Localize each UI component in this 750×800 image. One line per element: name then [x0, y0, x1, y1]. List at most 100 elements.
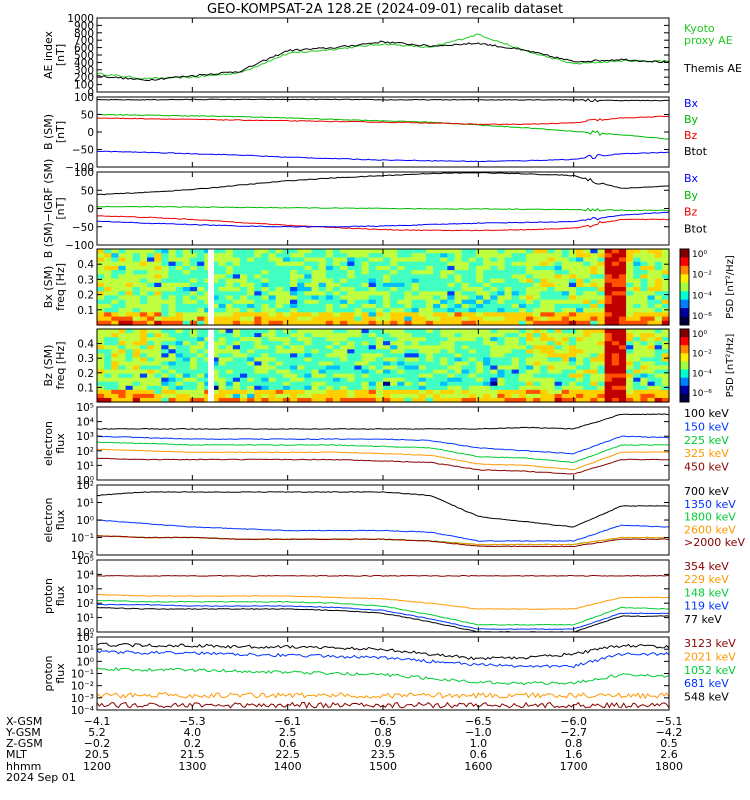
y-tick-label: 10⁵ [76, 555, 94, 567]
footer-row-label: hhmm [6, 760, 41, 773]
series-line [97, 211, 669, 228]
series-line [97, 205, 669, 212]
y-tick-label: 10⁻² [71, 681, 94, 693]
legend-label: 225 keV [684, 434, 729, 447]
footer-value: 2.6 [660, 748, 678, 761]
series-line [97, 441, 669, 464]
y-tick-label: 0.3 [77, 353, 94, 365]
series-line [97, 606, 669, 632]
footer-value: 1500 [369, 760, 397, 773]
series-line [97, 457, 669, 475]
legend-label: 100 keV [684, 407, 729, 420]
footer-value: −5.1 [656, 715, 683, 728]
y-tick-label: 0 [87, 87, 94, 99]
footer-value: −0.2 [84, 737, 111, 750]
footer-row-label: Y-GSM [5, 726, 41, 739]
legend-label: Btot [684, 145, 708, 158]
legend-label: Btot [684, 222, 708, 235]
y-tick-label: 10² [76, 446, 94, 458]
y-tick-label: 10⁰ [76, 515, 94, 527]
y-axis-label: electron [42, 498, 55, 543]
series-group-ele1 [97, 413, 669, 475]
footer-value: 0.8 [374, 726, 392, 739]
footer-row-label: MLT [6, 748, 27, 761]
y-tick-label: 0.4 [77, 339, 94, 351]
y-tick-label: 50 [81, 110, 94, 122]
data-gap [208, 329, 214, 402]
legend-label: Bz [684, 129, 698, 142]
y-axis-label: proton [42, 578, 55, 614]
footer-value: 1.6 [565, 748, 583, 761]
series-line [97, 593, 669, 610]
series-group-bigrf [97, 172, 669, 232]
y-axis-label: [nT] [54, 44, 67, 66]
figure-title: GEO-KOMPSAT-2A 128.2E (2024-09-01) recal… [207, 2, 563, 17]
y-tick-label: 50 [81, 185, 94, 197]
series-line [97, 448, 669, 471]
series-line [97, 113, 669, 140]
y-tick-label: −100 [65, 240, 94, 252]
footer-row-label: X-GSM [6, 715, 42, 728]
series-line [97, 115, 669, 126]
legend-label: 1052 keV [684, 664, 736, 677]
y-tick-label: 800 [74, 28, 94, 40]
y-axis-label: Bx (SM) [42, 266, 55, 309]
series-line [97, 40, 669, 81]
footer-value: 1300 [178, 760, 206, 773]
legend-label: 450 keV [684, 461, 729, 474]
footer-value: 4.0 [184, 726, 202, 739]
legend-label: 325 keV [684, 447, 729, 460]
y-tick-label: 10¹ [76, 613, 94, 625]
y-axis-label: flux [54, 509, 67, 530]
footer-value: 1800 [655, 760, 683, 773]
footer-value: 0.5 [660, 737, 678, 750]
footer-value: 1200 [83, 760, 111, 773]
y-axis-label: B (SM)−IGRF (SM) [42, 159, 55, 259]
y-axis-label: B (SM) [42, 114, 55, 150]
colorbar-bzspec: 10⁰ 10⁻² 10⁻⁴ 10⁻⁶ PSD [nT²/Hz] [679, 328, 736, 403]
legend-label: 119 keV [684, 600, 729, 613]
series-group-ele2 [97, 491, 669, 548]
y-tick-label: 10⁻⁴ [71, 705, 94, 717]
legend-label: 681 keV [684, 677, 729, 690]
y-axis-label: flux [54, 663, 67, 684]
colorbar-tick-label: 10⁰ [692, 330, 707, 340]
y-tick-label: 500 [74, 50, 94, 62]
footer-value: 20.5 [85, 748, 110, 761]
footer-value: −2.7 [560, 726, 587, 739]
footer-value: −6.1 [274, 715, 301, 728]
y-axis-label: [nT] [54, 121, 67, 143]
panel-ele2: 10⁻² 10⁻¹ 10⁰ 10¹ 10² electron flux 700 keV1350… [42, 480, 745, 562]
y-tick-label: 0 [87, 204, 94, 216]
y-axis-label: [nT] [54, 197, 67, 219]
series-line [97, 435, 669, 455]
footer-value: −6.5 [465, 715, 492, 728]
y-tick-label: 10⁰ [76, 627, 94, 639]
legend-label: 1800 keV [684, 511, 736, 524]
legend-label: >2000 keV [684, 536, 745, 549]
y-tick-label: 300 [74, 65, 94, 77]
y-axis-label: freq [Hz] [54, 341, 67, 389]
legend-label: 148 keV [684, 586, 729, 599]
y-tick-label: 10⁰ [76, 475, 94, 487]
y-tick-label: 900 [74, 20, 94, 32]
y-tick-label: 400 [74, 57, 94, 69]
y-tick-label: 10¹ [76, 498, 94, 510]
legend-label: By [684, 113, 699, 126]
legend-label: Bx [684, 97, 699, 110]
y-axis-label: flux [54, 585, 67, 606]
y-axis-label: flux [54, 433, 67, 454]
legend-label: Themis AE [683, 62, 742, 75]
footer-value: 0.2 [184, 737, 202, 750]
series-line [97, 667, 669, 686]
legend-label: 1350 keV [684, 498, 736, 511]
series-line [97, 599, 669, 626]
y-axis-label: AE index [42, 30, 55, 79]
y-tick-label: 10² [76, 632, 94, 644]
footer-value: 1600 [464, 760, 492, 773]
